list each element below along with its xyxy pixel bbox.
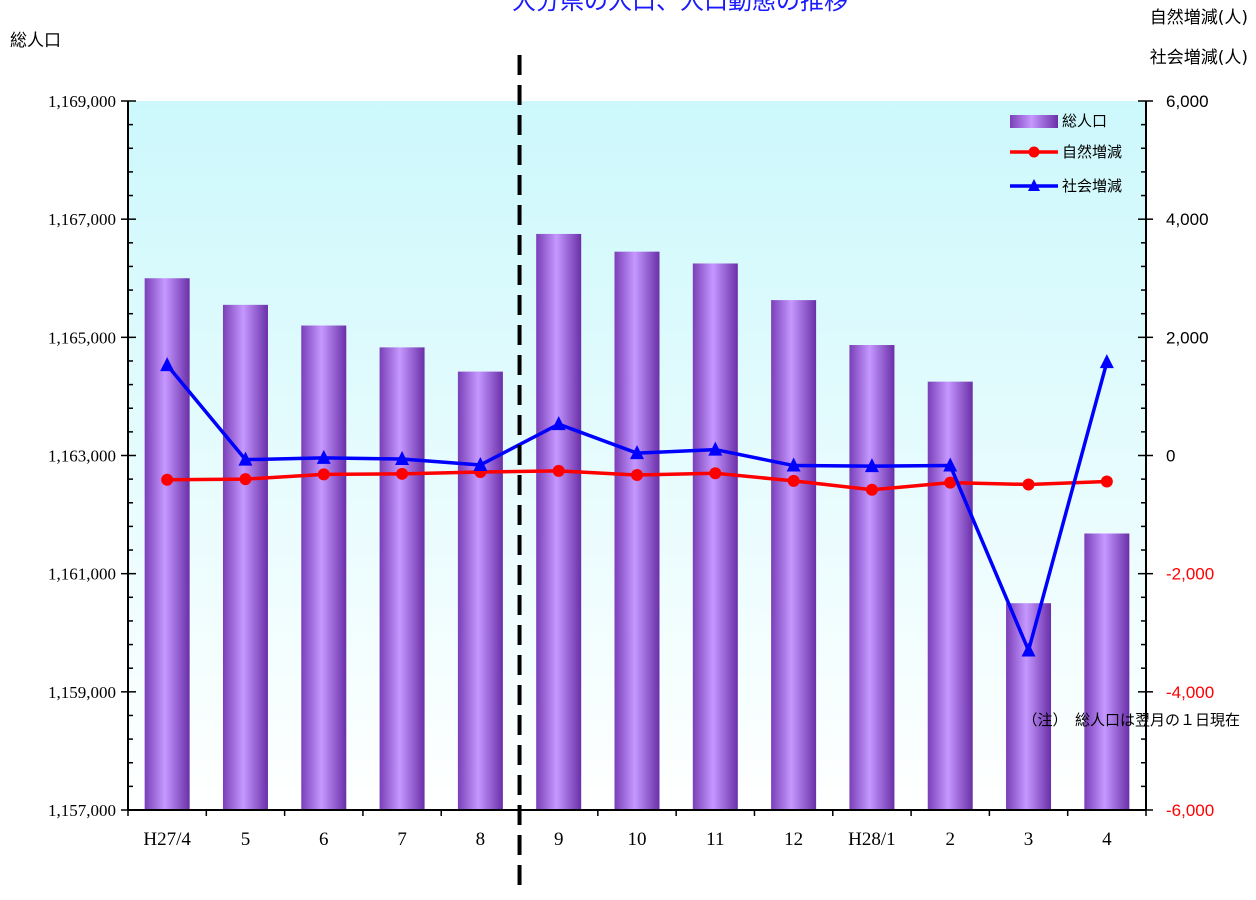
legend-label-social-change: 社会増減 bbox=[1062, 177, 1122, 195]
legend-swatch-total-population bbox=[1010, 115, 1058, 128]
social-change-point bbox=[316, 449, 331, 464]
legend-marker-natural-change bbox=[1028, 146, 1040, 158]
x-tick-label: 11 bbox=[706, 829, 724, 850]
social-change-point bbox=[1099, 354, 1114, 369]
left-tick-label: 1,161,000 bbox=[48, 565, 116, 584]
chart-title: 大分県の人口、人口動態の推移 bbox=[512, 0, 848, 15]
bar-10 bbox=[614, 251, 660, 811]
social-change-point bbox=[551, 416, 566, 431]
right-axis-label-social: 社会増減(人) bbox=[1150, 48, 1248, 68]
social-change-point bbox=[630, 445, 644, 460]
natural-change-point bbox=[396, 467, 409, 480]
natural-change-point bbox=[865, 483, 878, 496]
axes: 1,169,000 1,167,000 1,165,000 1,163,000 1,16… bbox=[48, 92, 1214, 850]
right-tick-label: 2,000 bbox=[1166, 328, 1209, 347]
social-change-point bbox=[943, 457, 958, 472]
right-tick-label: -6,000 bbox=[1166, 801, 1214, 820]
x-tick-label: 5 bbox=[241, 829, 251, 850]
left-axis-label: 総人口 bbox=[10, 31, 61, 51]
bar-8 bbox=[457, 371, 503, 810]
bar-7 bbox=[379, 347, 425, 810]
natural-change-point bbox=[709, 467, 722, 480]
natural-change-point bbox=[552, 464, 565, 477]
bar-H28/1 bbox=[849, 345, 895, 810]
right-tick-label: -2,000 bbox=[1166, 565, 1214, 584]
social-change-point bbox=[864, 458, 879, 473]
x-tick-label: 7 bbox=[397, 829, 407, 850]
footnote: （注） 総人口は翌月の１日現在 bbox=[1022, 711, 1240, 729]
bar-9 bbox=[536, 233, 582, 810]
right-tick-label: 0 bbox=[1166, 447, 1175, 466]
left-tick-label: 1,163,000 bbox=[48, 447, 116, 466]
natural-change-point bbox=[944, 476, 957, 489]
social-change-point bbox=[160, 357, 175, 372]
natural-change-point bbox=[631, 468, 643, 481]
social-change-point bbox=[238, 451, 253, 466]
natural-change-point bbox=[787, 474, 800, 487]
legend-label-total-population: 総人口 bbox=[1062, 112, 1107, 130]
bar-3 bbox=[1006, 603, 1052, 810]
natural-change-point bbox=[1022, 478, 1035, 491]
bar-12 bbox=[771, 300, 817, 810]
bar-5 bbox=[222, 304, 268, 810]
bar-series-total-population bbox=[144, 233, 1130, 811]
x-tick-label: 6 bbox=[319, 829, 329, 850]
x-tick-label: 9 bbox=[554, 829, 564, 850]
social-change-point bbox=[708, 441, 723, 456]
right-tick-label: 6,000 bbox=[1166, 92, 1209, 111]
bar-2 bbox=[927, 381, 973, 810]
x-tick-label: 8 bbox=[476, 829, 486, 850]
right-tick-label: -4,000 bbox=[1166, 683, 1214, 702]
x-tick-label: H27/4 bbox=[143, 829, 191, 850]
legend-marker-social-change bbox=[1028, 179, 1040, 191]
left-tick-label: 1,157,000 bbox=[48, 801, 116, 820]
left-tick-label: 1,159,000 bbox=[48, 683, 116, 702]
natural-change-point bbox=[161, 473, 174, 486]
social-change-point bbox=[395, 451, 410, 466]
x-tick-label: 12 bbox=[784, 829, 803, 850]
right-tick-label: 4,000 bbox=[1166, 210, 1209, 229]
x-tick-label: 4 bbox=[1102, 829, 1112, 850]
bar-4 bbox=[1084, 533, 1130, 810]
natural-change-point bbox=[1100, 475, 1113, 488]
social-change-point bbox=[786, 457, 801, 472]
bar-11 bbox=[692, 263, 738, 811]
natural-change-point bbox=[239, 473, 252, 486]
x-tick-label: H28/1 bbox=[848, 829, 896, 850]
social-change-point bbox=[1021, 642, 1036, 657]
left-tick-label: 1,165,000 bbox=[48, 328, 116, 347]
line-series bbox=[160, 354, 1114, 657]
social-change-point bbox=[473, 456, 488, 471]
right-axis-label-natural: 自然増減(人) bbox=[1150, 8, 1248, 28]
bar-6 bbox=[301, 325, 347, 810]
left-tick-label: 1,167,000 bbox=[48, 210, 116, 229]
legend-label-natural-change: 自然増減 bbox=[1062, 143, 1122, 161]
natural-change-point bbox=[317, 468, 330, 481]
left-tick-label: 1,169,000 bbox=[48, 92, 116, 111]
x-tick-label: 10 bbox=[628, 829, 647, 850]
x-tick-label: 2 bbox=[945, 829, 955, 850]
x-tick-label: 3 bbox=[1024, 829, 1034, 850]
